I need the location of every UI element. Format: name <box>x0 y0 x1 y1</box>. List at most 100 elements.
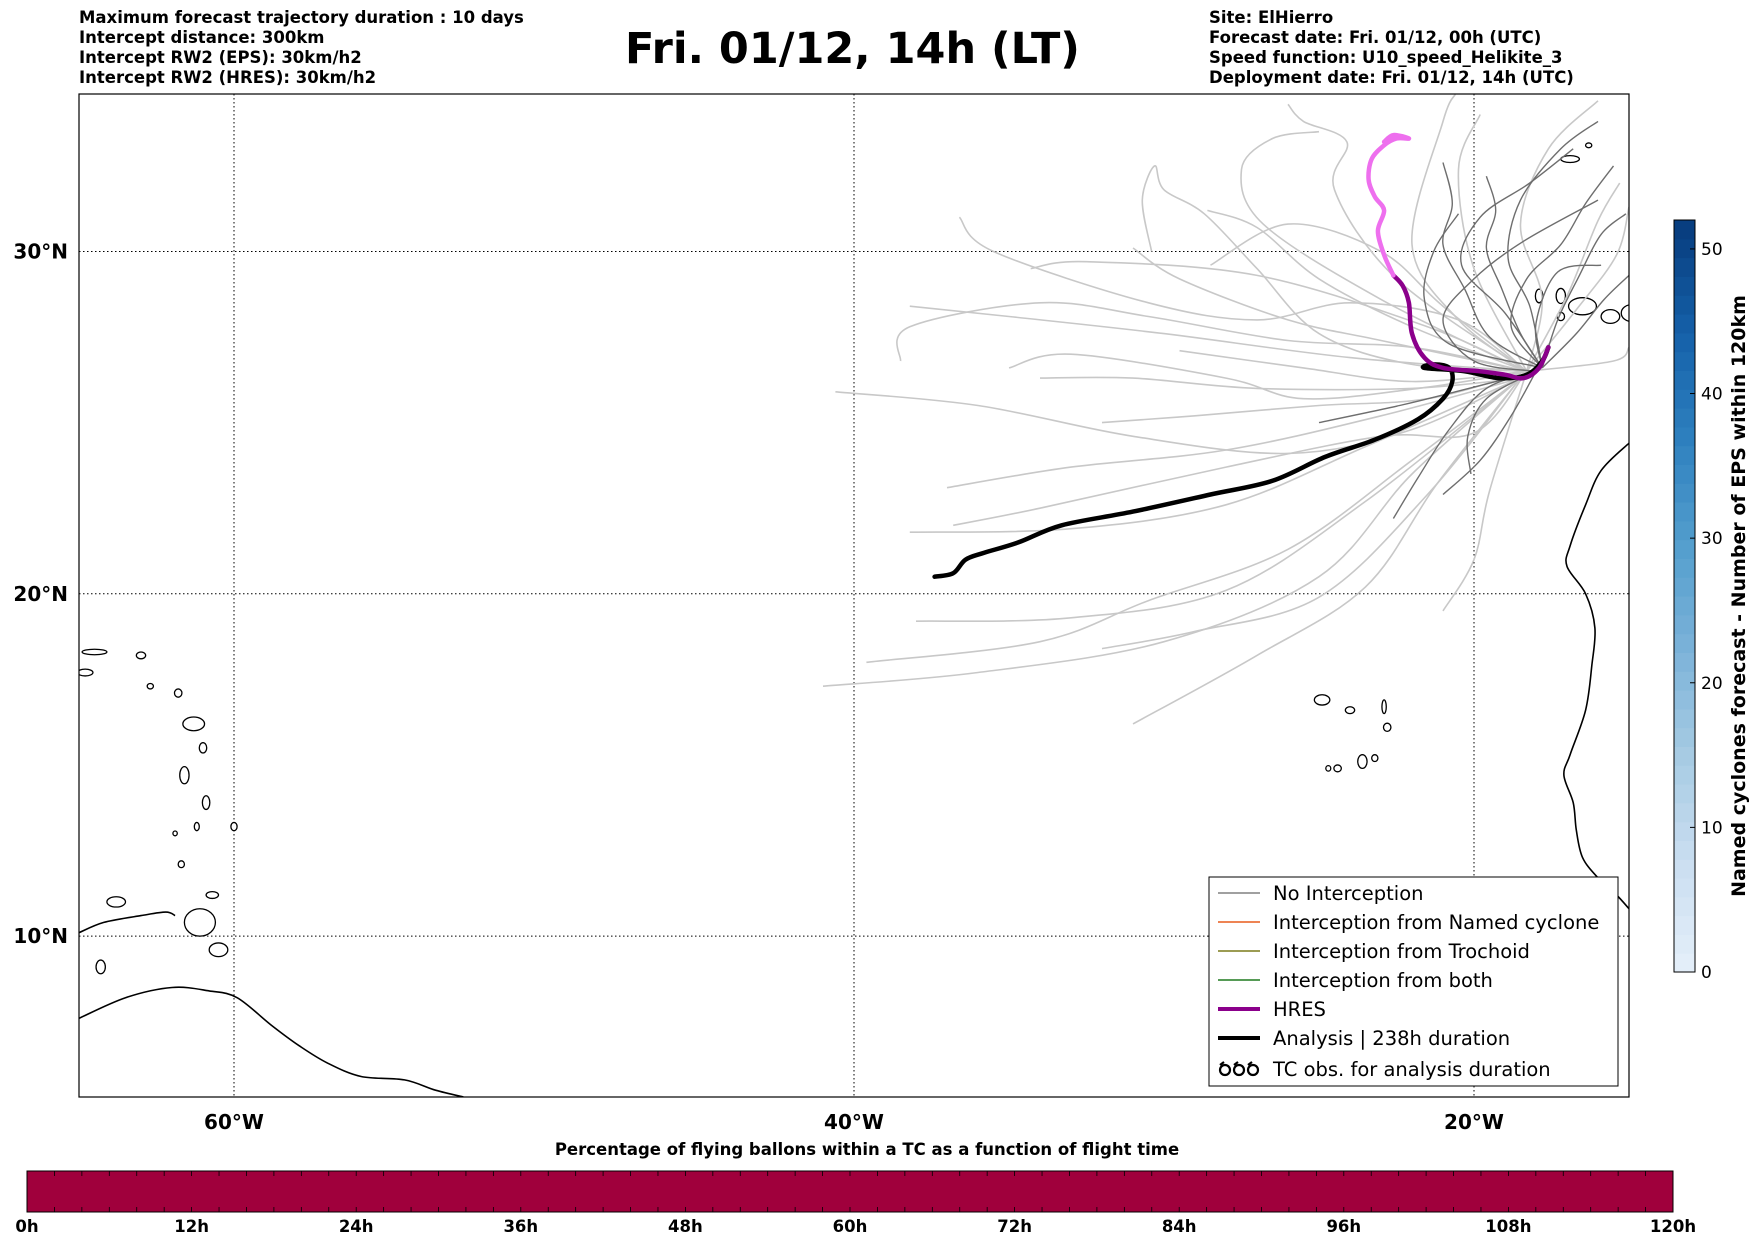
intercept-eps-line: Intercept RW2 (EPS): 30km/h2 <box>79 48 362 67</box>
longitude-tick-label: 40°W <box>824 1110 884 1134</box>
island <box>1344 706 1356 715</box>
timebar-fill <box>26 1170 1674 1213</box>
colorbar-step <box>1674 539 1695 559</box>
ensemble-track <box>1101 377 1522 650</box>
ensemble-track <box>958 216 1528 372</box>
ensemble-track <box>822 377 1522 687</box>
coastline <box>79 911 176 934</box>
colorbar-step <box>1674 596 1695 616</box>
ensemble-track <box>953 370 1528 527</box>
legend-label-hres: HRES <box>1273 998 1326 1021</box>
tc-obs-symbol-icon <box>1218 1061 1260 1077</box>
intercept-distance-line: Intercept distance: 300km <box>79 28 325 47</box>
island <box>1555 287 1567 305</box>
island <box>146 682 155 690</box>
timebar-tick-label: 24h <box>339 1217 374 1236</box>
ensemble-track <box>1525 182 1621 372</box>
ensemble-track <box>1519 100 1599 372</box>
island <box>173 688 183 698</box>
max-duration-line: Maximum forecast trajectory duration : 1… <box>79 8 524 27</box>
ensemble-tracks-light <box>822 94 1629 725</box>
ensemble-track <box>866 377 1521 664</box>
no-interception-track <box>1507 120 1599 369</box>
legend-label-analysis: Analysis | 238h duration <box>1273 1027 1510 1050</box>
colorbar-tick-label: 30 <box>1701 529 1723 549</box>
ensemble-track <box>909 377 1521 533</box>
ensemble-track <box>896 301 1527 373</box>
timebar-tick-label: 108h <box>1485 1217 1531 1236</box>
colorbar-step <box>1674 859 1695 879</box>
legend-label-trochoid: Interception from Trochoid <box>1273 940 1530 963</box>
colorbar-label: Named cyclones forecast - Number of EPS … <box>1728 295 1750 897</box>
colorbar-frame <box>1673 219 1696 973</box>
ensemble-track <box>1457 114 1528 372</box>
legend-label-both: Interception from both <box>1273 969 1493 992</box>
colorbar-step <box>1674 934 1695 954</box>
timebar-tick-label: 0h <box>15 1217 38 1236</box>
coastline <box>79 986 464 1097</box>
ensemble-track <box>946 377 1521 489</box>
timebar-title: Percentage of flying ballons within a TC… <box>555 1140 1179 1159</box>
legend-box <box>1208 876 1619 1087</box>
page-title: Fri. 01/12, 14h (LT) <box>625 24 1080 74</box>
cyclone-colorbar: 0 10 20 30 40 50 Named cyclones forecast - Nu… <box>1673 219 1750 983</box>
colorbar-step <box>1674 220 1695 240</box>
island <box>172 830 178 837</box>
no-interception-track <box>1442 199 1599 372</box>
island <box>1357 754 1368 770</box>
forecast-date-line: Forecast date: Fri. 01/12, 00h (UTC) <box>1209 28 1542 47</box>
colorbar-step <box>1674 276 1695 296</box>
latitude-tick-label: 30°N <box>13 239 68 263</box>
legend-label-tc-obs: TC obs. for analysis duration <box>1272 1058 1551 1081</box>
coastlines <box>79 142 1629 1097</box>
no-interception-track <box>1534 264 1602 369</box>
ensemble-track <box>1287 103 1528 372</box>
island <box>135 651 147 660</box>
no-interception-track <box>1466 370 1537 475</box>
ensemble-track <box>909 305 1527 373</box>
colorbar-step <box>1674 690 1695 710</box>
ensemble-track <box>1132 377 1522 725</box>
colorbar-step <box>1674 746 1695 766</box>
latitude-tick-label: 10°N <box>13 924 68 948</box>
no-interception-track <box>1541 213 1627 369</box>
deployment-date-line: Deployment date: Fri. 01/12, 14h (UTC) <box>1209 68 1574 87</box>
colorbar-fill <box>1674 220 1695 973</box>
colorbar-step <box>1674 257 1695 277</box>
colorbar-step <box>1674 784 1695 804</box>
no-interception-track <box>1510 165 1615 369</box>
colorbar-tick-label: 0 <box>1701 963 1712 983</box>
colorbar-step <box>1674 502 1695 522</box>
ensemble-track <box>1101 370 1527 424</box>
ensemble-track <box>915 377 1521 623</box>
colorbar-step <box>1674 708 1695 729</box>
timebar-tick-label: 120h <box>1650 1217 1696 1236</box>
legend-label-named-cyclone: Interception from Named cyclone <box>1273 911 1599 934</box>
timebar-tick-label: 96h <box>1326 1217 1361 1236</box>
island <box>1620 304 1629 322</box>
ensemble-track <box>1008 353 1527 400</box>
colorbar-step <box>1674 821 1695 841</box>
colorbar-step <box>1674 633 1695 653</box>
colorbar-step <box>1674 520 1695 541</box>
site-info: Site: ElHierro Forecast date: Fri. 01/12… <box>1209 8 1574 88</box>
no-interception-track <box>1442 370 1537 496</box>
hres-track <box>1391 273 1551 381</box>
colorbar-step <box>1674 445 1695 465</box>
colorbar-tick-label: 40 <box>1701 385 1723 405</box>
island <box>106 896 127 908</box>
colorbar-step <box>1674 671 1695 691</box>
speed-function-line: Speed function: U10_speed_Helikite_3 <box>1209 48 1563 67</box>
no-interception-track <box>1541 274 1629 369</box>
colorbar-step <box>1674 765 1695 785</box>
intercept-hres-line: Intercept RW2 (HRES): 30km/h2 <box>79 68 377 87</box>
analysis-track <box>932 345 1551 579</box>
island <box>208 942 229 958</box>
colorbar-step <box>1674 370 1695 390</box>
timebar-ticks: 0h 12h 24h 36h 48h 60h 72h 84h 96h 108h 120h <box>15 1171 1696 1236</box>
colorbar-step <box>1674 295 1695 315</box>
ensemble-track <box>1039 376 1521 391</box>
map-area <box>79 94 1629 1097</box>
timebar-tick-label: 48h <box>668 1217 703 1236</box>
